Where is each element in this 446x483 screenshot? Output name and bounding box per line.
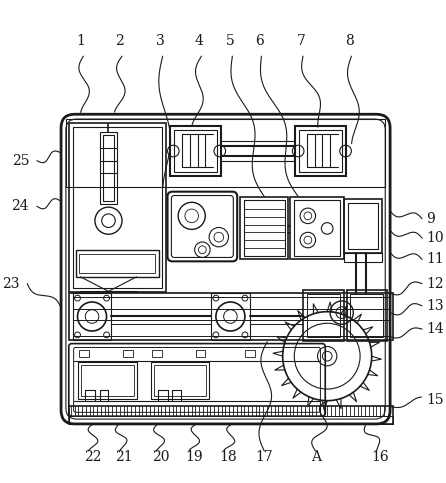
Bar [78,362,136,399]
Bar [211,293,250,340]
Bar [69,123,165,292]
Text: 3: 3 [157,33,165,47]
Bar [294,200,340,256]
Bar [66,119,385,187]
Bar [69,293,393,340]
Text: 13: 13 [426,299,443,313]
Bar [196,350,205,357]
Text: 25: 25 [12,154,29,168]
Bar [123,350,132,357]
Text: 6: 6 [255,33,264,47]
Text: 17: 17 [256,450,273,464]
Bar [69,416,393,424]
Text: 23: 23 [2,277,20,291]
Bar [244,200,285,256]
Text: 12: 12 [426,277,443,291]
Text: 10: 10 [426,231,443,245]
Text: 8: 8 [345,33,354,47]
Text: 16: 16 [372,450,389,464]
Bar [174,130,217,172]
Text: 15: 15 [426,393,443,407]
Text: 1: 1 [76,33,85,47]
Bar [73,293,112,340]
Bar [344,253,382,262]
Text: A: A [310,450,321,464]
Text: 9: 9 [426,212,435,226]
Bar [347,203,379,249]
Text: 20: 20 [152,450,169,464]
Text: 21: 21 [115,450,133,464]
Bar [295,126,346,176]
Bar [103,135,114,201]
Bar [170,126,221,176]
Bar [303,290,344,341]
Bar [75,250,159,277]
Bar [73,127,162,288]
Bar [69,407,393,424]
Bar [240,197,289,259]
Text: 18: 18 [220,450,237,464]
Bar [307,294,340,337]
Bar [299,130,342,172]
Bar [79,254,155,273]
Bar [100,132,117,204]
Bar [154,365,206,396]
Text: 14: 14 [426,322,444,336]
Bar [151,362,209,399]
Bar [81,365,134,396]
Bar [245,350,255,357]
Text: 7: 7 [297,33,306,47]
Text: 22: 22 [84,450,102,464]
Text: 2: 2 [115,33,124,47]
Bar [344,199,382,253]
Text: 19: 19 [185,450,202,464]
Bar [73,297,389,336]
Bar [347,290,387,341]
Text: 4: 4 [195,33,204,47]
Bar [290,197,344,259]
Text: 11: 11 [426,253,444,267]
Text: 5: 5 [226,33,235,47]
Bar [351,294,383,337]
Bar [79,350,89,357]
Bar [152,350,162,357]
Text: 24: 24 [12,199,29,213]
